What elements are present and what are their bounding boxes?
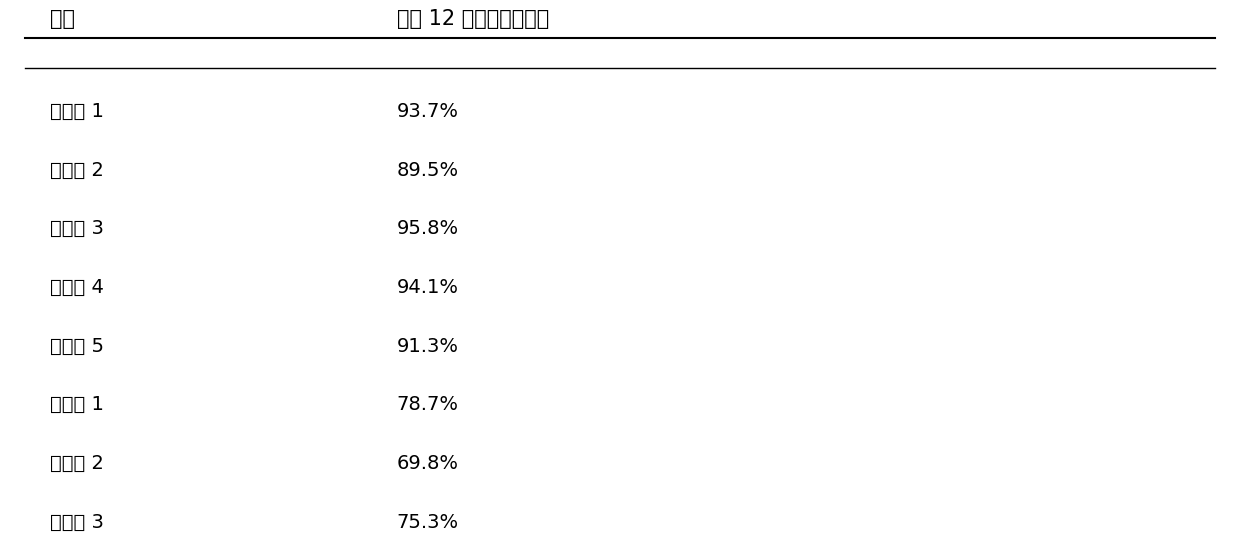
Text: 实施例 4: 实施例 4 [50,278,103,297]
Text: 实施例 3: 实施例 3 [50,219,103,238]
Text: 94.1%: 94.1% [397,278,459,297]
Text: 69.8%: 69.8% [397,454,459,473]
Text: 实施例 1: 实施例 1 [50,102,103,121]
Text: 充电 12 分钟后电池容量: 充电 12 分钟后电池容量 [397,9,549,29]
Text: 89.5%: 89.5% [397,160,459,180]
Text: 实施例 2: 实施例 2 [50,160,103,180]
Text: 对比例 2: 对比例 2 [50,454,103,473]
Text: 对比例 1: 对比例 1 [50,395,103,415]
Text: 75.3%: 75.3% [397,513,459,531]
Text: 91.3%: 91.3% [397,337,459,356]
Text: 93.7%: 93.7% [397,102,459,121]
Text: 实施例 5: 实施例 5 [50,337,104,356]
Text: 组号: 组号 [50,9,74,29]
Text: 对比例 3: 对比例 3 [50,513,103,531]
Text: 95.8%: 95.8% [397,219,459,238]
Text: 78.7%: 78.7% [397,395,459,415]
